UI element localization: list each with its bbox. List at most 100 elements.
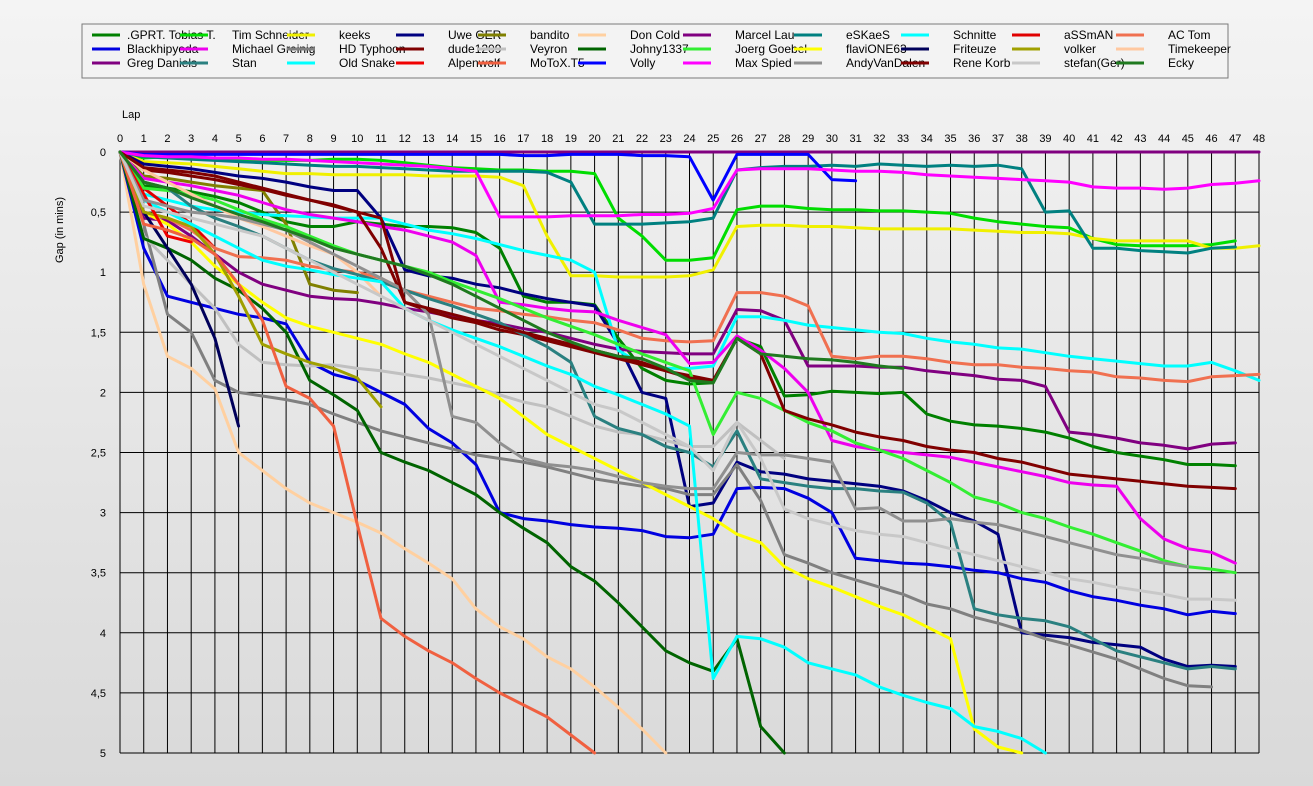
x-tick-label: 6: [259, 133, 265, 145]
legend-label: Joerg Goebel: [735, 42, 807, 56]
y-tick-label: 3: [100, 508, 106, 520]
legend-label: Rene Korb: [953, 56, 1011, 70]
x-tick-label: 15: [470, 133, 482, 145]
x-tick-label: 39: [1039, 133, 1051, 145]
legend-label: Max Spied: [735, 56, 792, 70]
x-tick-label: 41: [1087, 133, 1099, 145]
legend-label: Uwe GER: [448, 28, 502, 42]
legend-label: aSSmAN: [1064, 28, 1113, 42]
legend-label: Tim Schneider: [232, 28, 309, 42]
series-line-7: [118, 150, 1237, 255]
x-tick-label: 12: [399, 133, 411, 145]
x-tick-label: 24: [683, 133, 695, 145]
series-line-24: [118, 150, 1047, 755]
y-tick-label: 1: [100, 267, 106, 279]
x-tick-label: 3: [188, 133, 194, 145]
x-tick-label: 7: [283, 133, 289, 145]
legend-label: Marcel Lau: [735, 28, 794, 42]
series-line-29: [118, 150, 1190, 569]
x-tick-label: 16: [494, 133, 506, 145]
series-line-6: [118, 150, 1237, 451]
series-line-5: [118, 150, 668, 755]
x-tick-label: 42: [1111, 133, 1123, 145]
x-tick-label: 31: [849, 133, 861, 145]
legend-label: eSKaeS: [846, 28, 890, 42]
y-tick-label: 1,5: [91, 327, 106, 339]
series-line-0: [118, 150, 1237, 468]
legend-label: Stan: [232, 56, 257, 70]
legend-label: .GPRT. Tobias T.: [127, 28, 216, 42]
x-tick-label: 17: [517, 133, 529, 145]
series-line-31: [118, 150, 1237, 602]
legend-label: stefan(Ger): [1064, 56, 1125, 70]
x-tick-label: 14: [446, 133, 458, 145]
legend-label: keeks: [339, 28, 370, 42]
x-tick-label: 0: [117, 133, 123, 145]
legend: [81, 23, 1229, 79]
x-tick-label: 46: [1205, 133, 1217, 145]
x-tick-label: 30: [826, 133, 838, 145]
x-tick-label: 11: [375, 133, 386, 145]
x-tick-label: 35: [944, 133, 956, 145]
x-axis-title: Lap: [122, 109, 140, 121]
x-tick-label: 18: [541, 133, 553, 145]
legend-label: Schnitte: [953, 28, 997, 42]
x-tick-label: 21: [612, 133, 624, 145]
series-line-3: [118, 150, 1237, 668]
series-line-2: [118, 150, 1261, 279]
x-tick-label: 27: [755, 133, 767, 145]
series-line-11: [118, 150, 1237, 617]
legend-label: Michael Greinig: [232, 42, 315, 56]
legend-label: Alpenwolf: [448, 56, 501, 70]
legend-label: Timekeeper: [1168, 42, 1231, 56]
y-tick-label: 3,5: [91, 568, 106, 580]
x-tick-label: 44: [1158, 133, 1170, 145]
series-line-20: [118, 150, 383, 409]
legend-entries: .GPRT. Tobias T. Tim Schneider keeks Uwe GE…: [92, 28, 1231, 70]
legend-label: AndyVanDalen: [846, 56, 925, 70]
legend-label: Greg Daniels: [127, 56, 197, 70]
legend-label: HD Typhoon: [339, 42, 406, 56]
y-tick-label: 5: [100, 748, 106, 760]
x-tick-label: 29: [802, 133, 814, 145]
y-axis-title: Gap (in mins): [54, 197, 66, 263]
x-tick-label: 13: [422, 133, 434, 145]
legend-label: dude1209: [448, 42, 502, 56]
legend-label: Volly: [630, 56, 655, 70]
x-tick-label: 5: [236, 133, 242, 145]
x-tick-label: 2: [164, 133, 170, 145]
x-tick-label: 28: [778, 133, 790, 145]
legend-label: bandito: [530, 28, 570, 42]
x-tick-label: 37: [992, 133, 1004, 145]
x-tick-label: 48: [1253, 133, 1265, 145]
y-tick-label: 4: [100, 628, 106, 640]
y-tick-label: 0,5: [91, 207, 106, 219]
x-tick-label: 34: [921, 133, 933, 145]
legend-label: Blackhipyoda: [127, 42, 199, 56]
x-tick-label: 10: [351, 133, 363, 145]
legend-label: volker: [1064, 42, 1096, 56]
legend-label: MoToX.T5: [530, 56, 585, 70]
legend-label: AC Tom: [1168, 28, 1210, 42]
series-line-8: [118, 150, 1261, 382]
x-tick-label: 40: [1063, 133, 1075, 145]
series-line-18: [118, 150, 1024, 755]
x-tick-label: 9: [331, 133, 337, 145]
legend-label: Old Snake: [339, 56, 395, 70]
series-line-32: [118, 150, 905, 385]
x-tick-label: 8: [307, 133, 313, 145]
y-tick-label: 2: [100, 387, 106, 399]
x-tick-label: 47: [1229, 133, 1241, 145]
series-line-26: [118, 150, 597, 755]
legend-label: Ecky: [1168, 56, 1194, 70]
x-tick-label: 23: [660, 133, 672, 145]
x-tick-label: 45: [1182, 133, 1194, 145]
series-line-27: [118, 150, 858, 202]
series-line-10: [118, 150, 1261, 384]
x-tick-label: 36: [968, 133, 980, 145]
y-tick-label: 0: [100, 147, 106, 159]
series-line-13: [118, 150, 1213, 689]
series-line-16: [118, 150, 786, 755]
x-tick-label: 19: [565, 133, 577, 145]
